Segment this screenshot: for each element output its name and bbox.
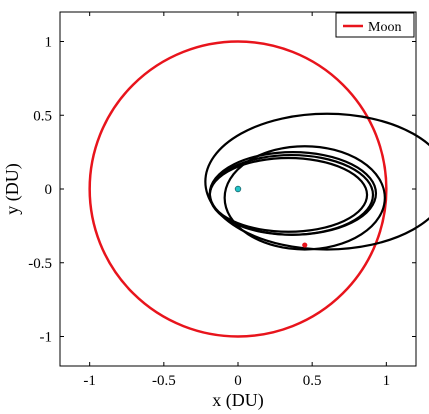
y-tick-label: -1 — [40, 330, 53, 346]
x-tick-label: 0 — [234, 373, 242, 389]
trajectory-loop-5 — [223, 145, 386, 251]
y-axis-label: y (DU) — [2, 163, 23, 215]
y-tick-label: 0.5 — [33, 108, 52, 124]
legend: Moon — [335, 12, 415, 38]
origin-marker — [234, 185, 242, 193]
marker-layer — [234, 185, 308, 248]
x-tick-label: 0.5 — [303, 373, 322, 389]
y-tick-label: 1 — [45, 35, 53, 51]
y-tick-label: -0.5 — [28, 256, 52, 272]
legend-label-moon: Moon — [368, 20, 401, 35]
trajectory-loop-1 — [204, 112, 429, 251]
x-axis-label: x (DU) — [212, 390, 264, 411]
series-layer — [88, 40, 429, 338]
position-marker — [302, 242, 308, 248]
x-tick-label: 1 — [383, 373, 391, 389]
tick-layer: -1 -0.5 0 0.5 1 -1 -0.5 0 0.5 1 — [28, 12, 416, 389]
moon-orbit-line — [88, 40, 388, 338]
x-tick-label: -1 — [83, 373, 96, 389]
y-tick-label: 0 — [45, 182, 53, 198]
trajectory-loop-4 — [208, 151, 378, 236]
x-tick-label: -0.5 — [152, 373, 176, 389]
